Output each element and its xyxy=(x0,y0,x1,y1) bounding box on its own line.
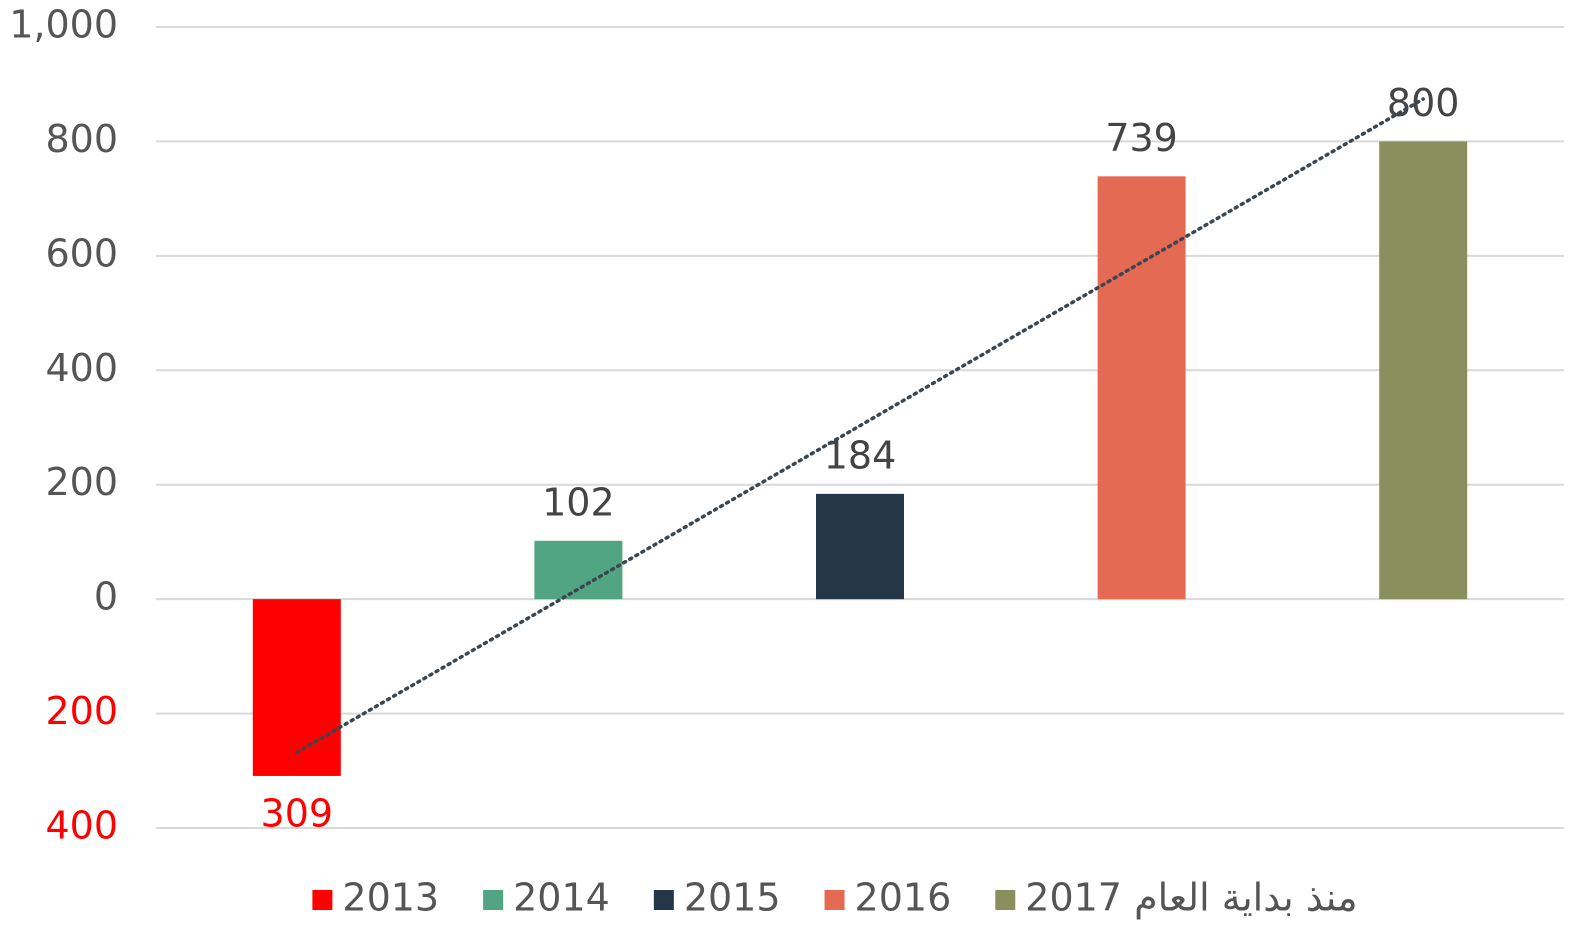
data-label: 739 xyxy=(1105,116,1178,160)
bar xyxy=(1379,141,1468,600)
y-tick-label: 800 xyxy=(45,117,118,161)
y-tick-label: 200 xyxy=(45,460,118,504)
y-tick-label: 600 xyxy=(45,231,118,275)
legend-label: منذ بداية العام 2017 xyxy=(1025,876,1357,920)
y-tick-label: 0 xyxy=(94,575,118,619)
trendline xyxy=(295,97,1425,755)
y-tick-label: 1,000 xyxy=(9,3,118,47)
bar xyxy=(816,493,904,600)
y-tick-label: 400 xyxy=(45,346,118,390)
legend-swatch xyxy=(312,890,333,910)
data-label: 102 xyxy=(542,480,615,524)
data-label: 309 xyxy=(261,791,334,835)
bar xyxy=(1097,176,1186,600)
legend-label: 2016 xyxy=(855,876,952,920)
bar xyxy=(252,599,341,776)
legend-label: 2015 xyxy=(684,876,781,920)
legend-swatch xyxy=(995,890,1016,910)
legend-swatch xyxy=(824,890,845,910)
y-tick-label: 200 xyxy=(45,689,118,733)
legend-swatch xyxy=(653,890,674,910)
data-label: 800 xyxy=(1387,81,1460,125)
legend-label: 2013 xyxy=(342,876,439,920)
legend-label: 2014 xyxy=(513,876,610,920)
y-tick-label: 400 xyxy=(45,804,118,848)
legend-swatch xyxy=(483,890,504,910)
